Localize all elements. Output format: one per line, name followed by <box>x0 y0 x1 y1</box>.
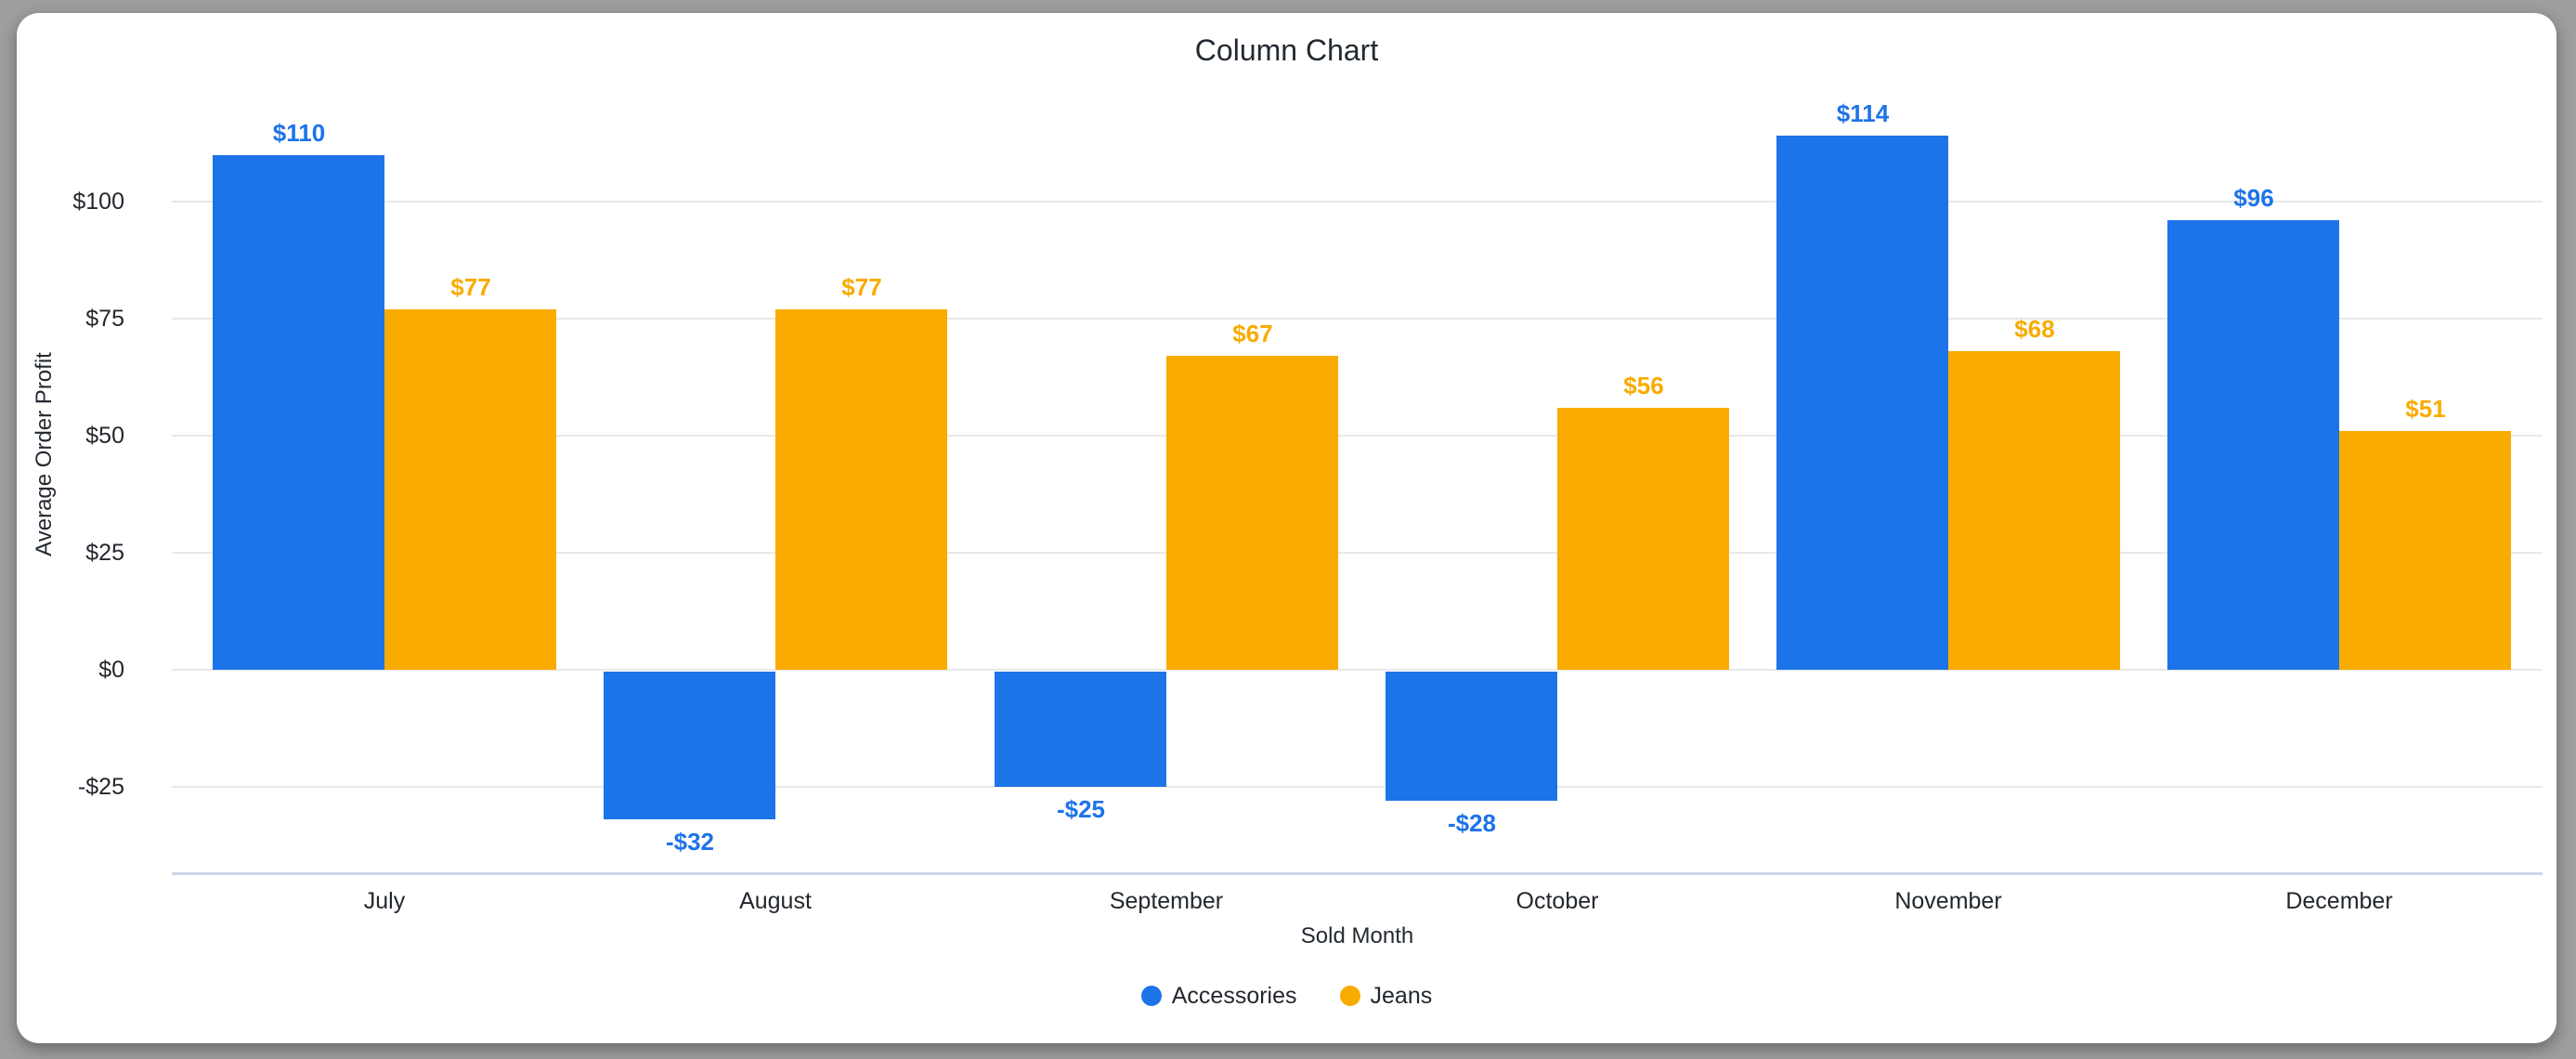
bar-value-label: $77 <box>450 273 491 301</box>
legend: Accessories Jeans <box>17 979 2556 1013</box>
bar-value-label: $68 <box>2014 315 2055 343</box>
y-axis-tick-label: $50 <box>85 423 124 449</box>
chart-card: Column Chart Average Order Profit Sold M… <box>17 13 2556 1043</box>
bar-jeans-december[interactable] <box>2339 431 2511 670</box>
bar-accessories-july[interactable] <box>213 155 384 670</box>
bar-accessories-september[interactable] <box>995 672 1166 787</box>
bar-jeans-october[interactable] <box>1557 408 1729 670</box>
x-axis-tick-label: December <box>2285 888 2393 914</box>
x-axis-tick-label: September <box>1109 888 1224 914</box>
bar-value-label: -$32 <box>665 828 715 856</box>
legend-label: Jeans <box>1370 982 1433 1009</box>
x-axis-tick-label: August <box>739 888 812 914</box>
bar-value-label: $77 <box>841 273 882 301</box>
bar-value-label: $51 <box>2405 395 2446 423</box>
x-axis-title: Sold Month <box>1300 923 1414 948</box>
legend-item-jeans[interactable]: Jeans <box>1339 982 1433 1010</box>
legend-item-accessories[interactable]: Accessories <box>1140 982 1297 1010</box>
gridline <box>172 201 2543 203</box>
legend-label: Accessories <box>1171 982 1297 1009</box>
bar-accessories-december[interactable] <box>2167 220 2339 670</box>
bar-jeans-november[interactable] <box>1948 351 2120 670</box>
x-axis-line <box>172 872 2543 875</box>
chart-title: Column Chart <box>1194 33 1379 67</box>
gridline <box>172 435 2543 437</box>
bar-value-label: -$25 <box>1056 795 1106 823</box>
bar-accessories-august[interactable] <box>604 672 775 819</box>
y-axis-tick-label: $75 <box>85 306 124 332</box>
y-axis-tick-label: $100 <box>72 189 124 215</box>
gridline <box>172 552 2543 554</box>
x-axis-tick-label: November <box>1894 888 2002 914</box>
legend-color-dot <box>1140 986 1162 1006</box>
x-axis-tick-label: October <box>1516 888 1599 914</box>
x-axis-tick-label: July <box>363 888 406 914</box>
y-axis-title: Average Order Profit <box>32 352 57 556</box>
bar-value-label: -$28 <box>1447 809 1497 837</box>
bar-accessories-october[interactable] <box>1386 672 1557 801</box>
bar-value-label: $96 <box>2233 184 2274 212</box>
bar-jeans-august[interactable] <box>775 309 947 670</box>
bar-accessories-november[interactable] <box>1776 136 1948 670</box>
bar-value-label: $67 <box>1232 320 1273 347</box>
y-axis-tick-label: $0 <box>98 657 124 683</box>
bar-jeans-july[interactable] <box>384 309 556 670</box>
bar-jeans-september[interactable] <box>1166 356 1338 670</box>
gridline <box>172 786 2543 788</box>
y-axis-tick-label: -$25 <box>77 774 124 800</box>
y-axis-tick-label: $25 <box>85 540 124 566</box>
gridline <box>172 318 2543 320</box>
bar-value-label: $56 <box>1623 372 1664 399</box>
bar-value-label: $114 <box>1836 99 1890 127</box>
legend-color-dot <box>1339 986 1360 1006</box>
bar-value-label: $110 <box>272 119 326 147</box>
gridline <box>172 669 2543 671</box>
